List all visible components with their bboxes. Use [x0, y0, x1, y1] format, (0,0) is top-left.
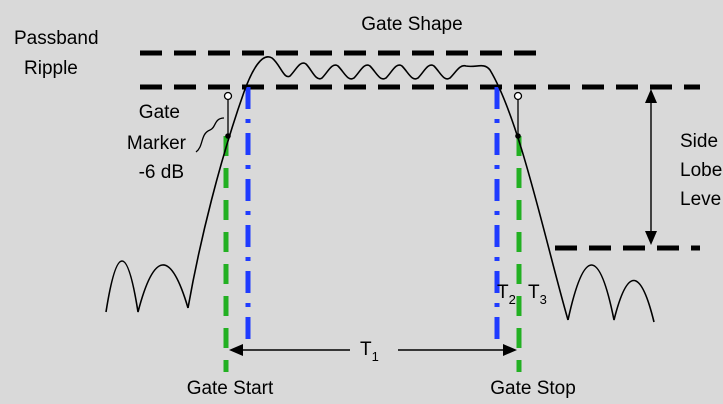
gate-start-marker-head	[223, 91, 233, 101]
side-lobe-level-label-line1: Side	[680, 131, 718, 152]
gate-marker-label-line2: Marker	[127, 133, 187, 154]
t1-arrow-right-icon	[503, 344, 517, 356]
side-lobe-level-label-line3: Leve	[680, 189, 721, 210]
passband-ripple-label-line2: Ripple	[24, 58, 78, 79]
gate-marker-leader	[195, 117, 225, 153]
t2-base: T	[497, 282, 509, 303]
gate-shape-curve	[187, 56, 569, 321]
gate-marker-label-line3: -6 dB	[139, 162, 184, 183]
passband-ripple-label-line1: Passband	[14, 28, 99, 49]
left-side-lobes	[105, 260, 189, 313]
side-lobe-arrow-up-icon	[645, 89, 657, 103]
gate-marker-label-line1: Gate	[139, 102, 180, 123]
gate-start-marker-point	[225, 133, 231, 139]
gate-start-label: Gate Start	[187, 378, 274, 399]
gate-stop-marker-point	[515, 133, 521, 139]
t3-subscript: 3	[540, 292, 547, 307]
t1-label: T1	[360, 339, 379, 364]
t3-base: T	[528, 282, 540, 303]
side-lobe-level-label-line2: Lobe	[680, 160, 722, 181]
gate-stop-marker-head	[513, 91, 523, 101]
t2-subscript: 2	[509, 292, 516, 307]
right-side-lobes	[567, 264, 655, 323]
t1-subscript: 1	[372, 349, 379, 364]
gate-stop-label: Gate Stop	[490, 378, 576, 399]
t1-base: T	[360, 339, 372, 360]
t2-label: T2	[497, 282, 516, 307]
side-lobe-arrow-down-icon	[645, 231, 657, 245]
t1-arrow-left-icon	[229, 344, 243, 356]
t3-label: T3	[528, 282, 547, 307]
gate-shape-title: Gate Shape	[361, 14, 462, 35]
